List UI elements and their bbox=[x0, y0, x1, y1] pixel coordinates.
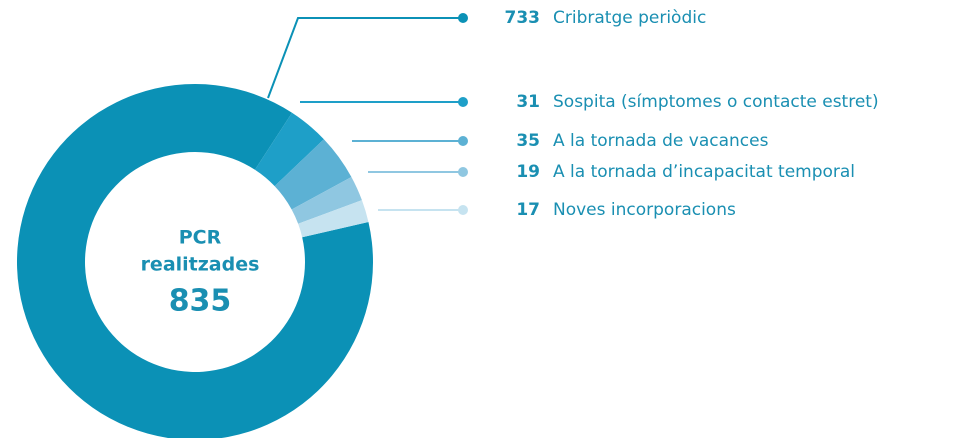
center-value: 835 bbox=[169, 284, 232, 319]
leader-dot bbox=[458, 97, 468, 107]
legend-label: Noves incorporacions bbox=[553, 200, 736, 220]
legend-label: A la tornada de vacances bbox=[553, 131, 769, 151]
donut-segment bbox=[254, 112, 324, 187]
legend-value: 31 bbox=[516, 92, 540, 112]
leader-dot bbox=[458, 167, 468, 177]
legend-value: 733 bbox=[505, 8, 541, 28]
legend-label: Sospita (símptomes o contacte estret) bbox=[553, 92, 879, 112]
legend-label: A la tornada d’incapacitat temporal bbox=[553, 162, 855, 182]
donut-segment bbox=[291, 177, 362, 224]
legend-value: 19 bbox=[516, 162, 540, 182]
leader-dot bbox=[458, 13, 468, 23]
leader-dot bbox=[458, 205, 468, 215]
legend-value: 17 bbox=[516, 200, 540, 220]
legend-value: 35 bbox=[516, 131, 540, 151]
legend-label: Cribratge periòdic bbox=[553, 8, 706, 28]
donut-segment bbox=[17, 84, 373, 438]
donut-segment bbox=[298, 200, 369, 238]
leader-dot bbox=[458, 136, 468, 146]
center-label: realitzades bbox=[141, 254, 260, 276]
center-label: PCR bbox=[179, 227, 222, 249]
donut-segment bbox=[274, 139, 352, 210]
leader-line bbox=[267, 17, 463, 99]
